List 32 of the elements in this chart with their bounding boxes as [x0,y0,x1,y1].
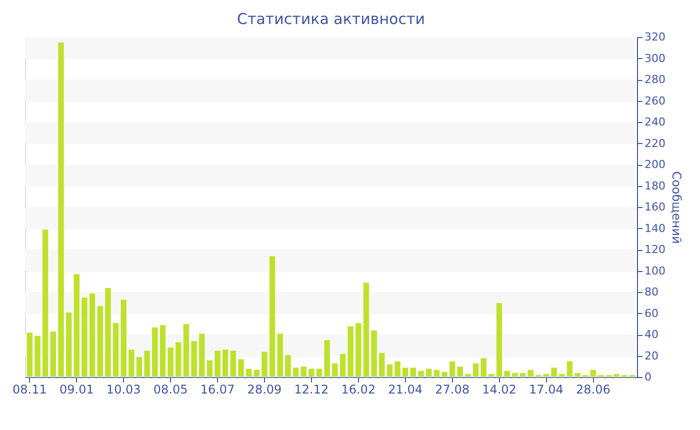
y-tick-label: 100 [644,264,666,278]
x-tick-label: 08.05 [153,382,188,396]
x-tick-label: 12.12 [294,382,329,396]
y-tick-label: 240 [644,116,666,128]
y-tick-label: 280 [644,73,666,86]
y-tick-label: 200 [644,158,666,171]
x-tick-label: 10.03 [106,382,141,396]
x-tick-label: 27.08 [435,382,470,396]
x-tick-label: 09.01 [59,382,94,396]
y-tick-label: 120 [644,243,666,256]
y-tick-label: 220 [644,136,666,150]
x-tick-label: 14.02 [482,382,516,396]
y-tick-label: 300 [644,52,666,65]
x-tick-label: 16.07 [200,382,235,396]
y-tick-label: 320 [644,30,666,44]
y-tick-label: 20 [644,349,658,362]
y-tick-label: 40 [644,328,658,341]
chart-title: Статистика активности [237,10,425,28]
x-tick-label: 28.09 [247,382,282,396]
y-tick-label: 160 [644,200,666,214]
y-tick-label: 60 [644,306,658,320]
y-tick-label: 260 [644,94,666,108]
y-tick-label: 0 [644,370,652,384]
x-tick-label: 17.04 [529,382,564,396]
y-tick-label: 180 [644,179,666,192]
x-tick-label: 08.11 [12,382,47,396]
y-tick-label: 140 [644,222,666,235]
y-axis-title: Сообщений [669,171,684,244]
x-tick-label: 16.02 [341,382,376,396]
x-tick-label: 21.04 [388,382,423,396]
y-tick-label: 80 [644,286,658,298]
x-tick-label: 28.06 [576,382,610,396]
